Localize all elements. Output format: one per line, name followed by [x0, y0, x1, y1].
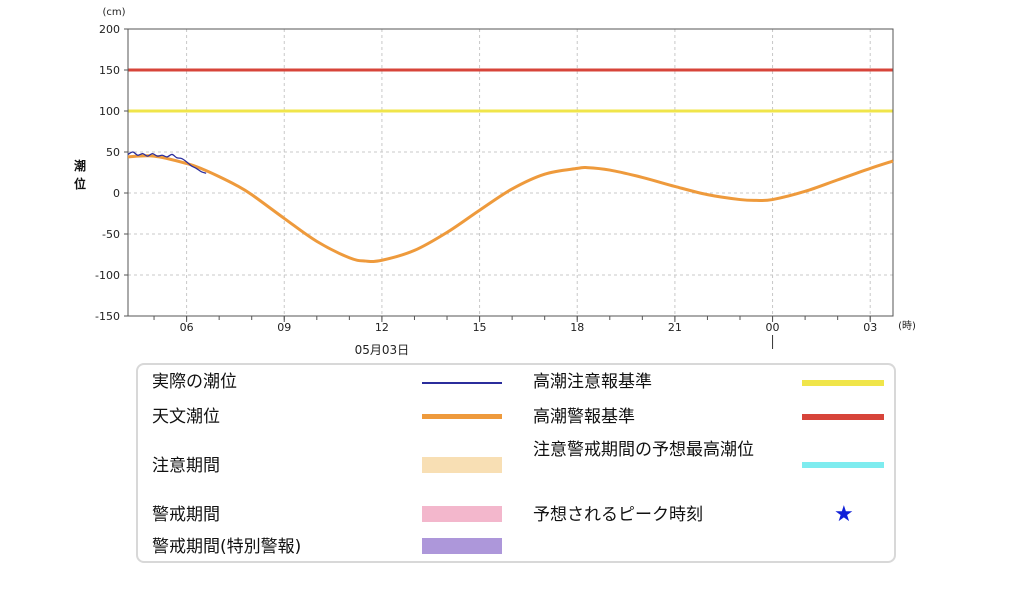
legend-label-caution-period: 注意期間: [152, 456, 220, 476]
y-tick-label: 0: [113, 187, 120, 200]
x-unit-label: (時): [898, 320, 916, 332]
legend-swatch-actual-tide: [422, 382, 502, 384]
legend-swatch-astronomical-tide: [422, 414, 502, 419]
y-tick-label: 200: [99, 23, 120, 36]
y-tick-label: 50: [106, 146, 120, 159]
legend-swatch-warning-period: [422, 506, 502, 522]
plot-frame: [127, 28, 894, 317]
legend-swatch-special-warning-period: [422, 538, 502, 554]
legend-swatch-forecast-max-tide: [802, 462, 884, 468]
y-tick-label: 100: [99, 105, 120, 118]
y-unit-label: (cm): [102, 7, 125, 18]
x-tick-label: 21: [668, 321, 682, 334]
x-tick-label: 15: [473, 321, 487, 334]
legend-label-warning-period: 警戒期間: [152, 505, 220, 525]
legend-swatch-storm-surge-warning: [802, 414, 884, 420]
x-tick-label: 00: [766, 321, 780, 334]
astronomical-tide-line: [127, 154, 894, 263]
x-tick-label: 18: [570, 321, 584, 334]
y-tick-label: -100: [95, 269, 120, 282]
actual-tide-line: [127, 151, 207, 174]
legend-swatch-caution-period: [422, 457, 502, 473]
y-tick-label: -150: [95, 310, 120, 323]
y-axis-label-char: 潮: [74, 158, 86, 173]
legend-label-actual-tide: 実際の潮位: [152, 372, 237, 392]
legend-label-astronomical-tide: 天文潮位: [152, 407, 220, 427]
y-tick-label: 150: [99, 64, 120, 77]
plot-area: [128, 29, 893, 316]
tide-chart: 200 150 100 50 0 -50 -100 -150 06 09 12 15 18 21 00 03 0…: [74, 7, 916, 357]
x-tick-label: 06: [180, 321, 194, 334]
legend-label-special-warning-period: 警戒期間(特別警報): [152, 537, 302, 557]
x-tick-label: 09: [277, 321, 291, 334]
star-icon: ★: [834, 502, 854, 527]
legend-label-storm-surge-warning: 高潮警報基準: [533, 407, 635, 427]
date-label: 05月03日: [355, 343, 410, 357]
x-tick-label: 03: [863, 321, 877, 334]
y-tick-label: -50: [102, 228, 120, 241]
legend-label-forecast-max-tide: 注意警戒期間の予想最高潮位: [533, 440, 754, 460]
y-axis-label-char: 位: [74, 176, 86, 191]
legend-label-peak-time: 予想されるピーク時刻: [533, 505, 703, 525]
x-tick-label: 12: [375, 321, 389, 334]
legend-swatch-storm-surge-advisory: [802, 380, 884, 386]
legend-label-storm-surge-advisory: 高潮注意報基準: [533, 372, 652, 392]
y-axis-label: 潮位: [74, 158, 86, 191]
legend: 実際の潮位 天文潮位 注意期間 警戒期間 警戒期間(特別警報) 高潮注意報基準 …: [136, 363, 896, 563]
